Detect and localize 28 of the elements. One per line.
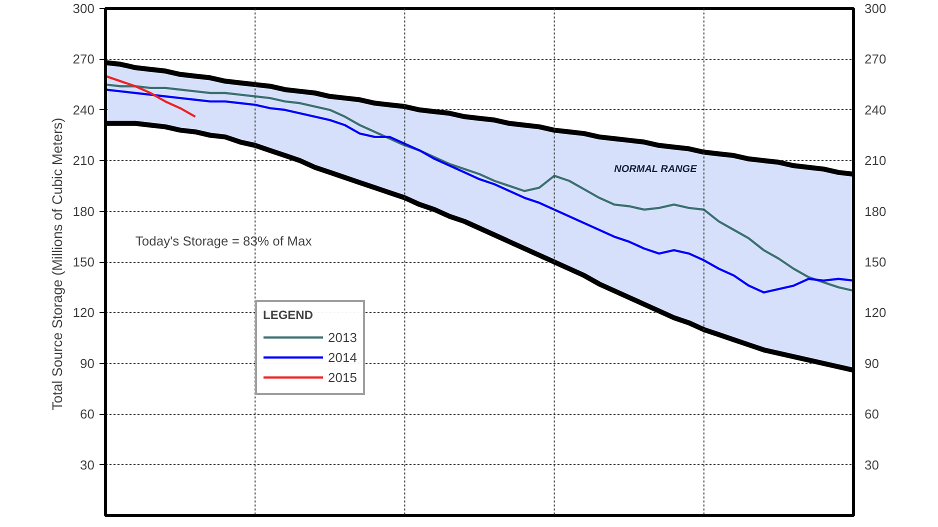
y2-tick-label: 30: [864, 457, 879, 472]
y2-tick-label: 150: [864, 254, 886, 270]
legend-label: 2013: [328, 330, 357, 344]
annotation: Today's Storage = 83% of Max: [135, 233, 312, 248]
y2-tick-label: 300: [864, 1, 886, 16]
series-label: NORMAL RANGE: [614, 164, 698, 175]
y-tick-label: 30: [80, 457, 95, 472]
y-tick-label: 90: [80, 356, 95, 371]
y-tick-label: 300: [72, 1, 95, 16]
y2-tick-label: 180: [864, 204, 886, 219]
y-tick-label: 240: [72, 102, 95, 118]
y-axis-title: Total Source Storage (Millions of Cubic Meters): [48, 118, 65, 410]
y-tick-label: 210: [72, 153, 95, 168]
y2-tick-label: 210: [864, 153, 886, 168]
y-tick-label: 120: [72, 305, 95, 320]
legend-label: 2015: [328, 370, 357, 384]
y2-tick-label: 240: [864, 102, 886, 118]
y-tick-label: 180: [72, 204, 95, 219]
y-tick-label: 150: [72, 254, 95, 270]
y2-tick-label: 120: [864, 305, 886, 320]
y2-tick-label: 270: [864, 52, 886, 67]
y-tick-label: 270: [72, 52, 95, 67]
legend-title: LEGEND: [263, 308, 314, 322]
y2-tick-label: 90: [864, 356, 879, 371]
y2-tick-label: 60: [864, 406, 879, 422]
line-series: [106, 75, 196, 118]
legend-label: 2014: [328, 350, 357, 364]
y-tick-label: 60: [80, 406, 95, 422]
